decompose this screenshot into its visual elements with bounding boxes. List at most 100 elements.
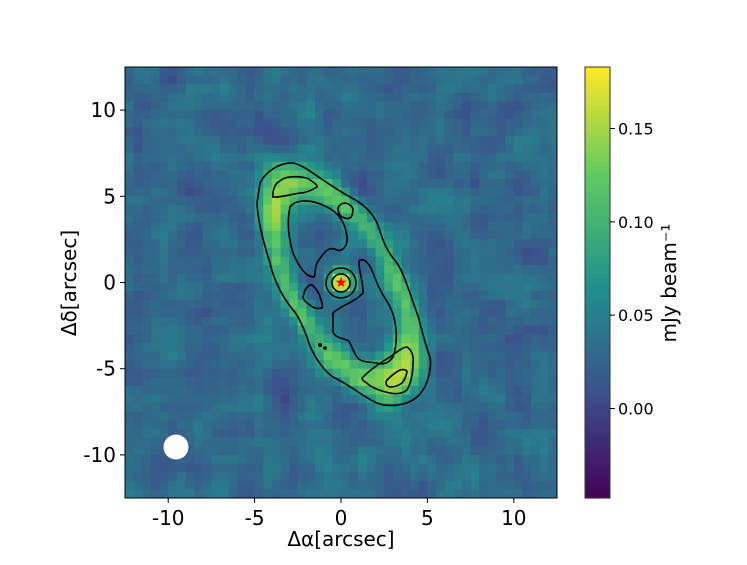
colorbar-segment: [585, 407, 610, 413]
map-pixel: [168, 334, 178, 344]
map-pixel: [366, 248, 377, 258]
map-pixel: [349, 222, 359, 232]
map-pixel: [133, 135, 143, 146]
map-pixel: [220, 187, 230, 197]
map-pixel: [461, 84, 472, 94]
map-pixel: [280, 351, 290, 361]
map-pixel: [125, 118, 135, 128]
map-pixel: [366, 161, 377, 172]
map-pixel: [548, 463, 557, 473]
map-pixel: [548, 222, 557, 232]
map-pixel: [202, 291, 212, 301]
map-pixel: [202, 179, 212, 189]
map-pixel: [176, 144, 187, 154]
map-pixel: [142, 394, 152, 404]
map-pixel: [522, 230, 532, 240]
colorbar-tick-label: 0.05: [618, 306, 654, 325]
map-pixel: [280, 135, 290, 146]
map-pixel: [125, 489, 135, 498]
map-pixel: [531, 161, 541, 172]
map-pixel: [479, 213, 489, 223]
map-pixel: [539, 334, 549, 344]
colorbar-segment: [585, 79, 610, 85]
map-pixel: [159, 153, 169, 163]
map-pixel: [315, 334, 325, 344]
map-pixel: [461, 420, 472, 430]
map-pixel: [366, 135, 377, 146]
map-pixel: [496, 110, 506, 120]
map-pixel: [297, 230, 308, 240]
map-pixel: [341, 222, 351, 232]
map-pixel: [315, 67, 325, 77]
map-pixel: [228, 101, 238, 111]
map-pixel: [280, 437, 290, 447]
map-pixel: [237, 248, 247, 258]
map-pixel: [125, 454, 135, 465]
map-pixel: [453, 187, 463, 197]
map-pixel: [522, 92, 532, 103]
map-pixel: [254, 385, 264, 396]
map-pixel: [349, 118, 359, 128]
map-pixel: [470, 454, 480, 465]
map-pixel: [237, 101, 247, 111]
map-pixel: [263, 248, 273, 258]
map-pixel: [211, 420, 221, 430]
map-pixel: [176, 420, 187, 430]
map-pixel: [245, 368, 256, 378]
map-pixel: [375, 437, 385, 447]
map-pixel: [220, 161, 230, 172]
map-pixel: [384, 153, 394, 163]
map-pixel: [332, 265, 342, 275]
map-pixel: [436, 282, 446, 292]
map-pixel: [513, 273, 524, 284]
map-pixel: [470, 170, 480, 180]
map-pixel: [392, 334, 403, 344]
map-pixel: [168, 411, 178, 422]
map-pixel: [548, 368, 557, 378]
map-pixel: [315, 411, 325, 422]
map-pixel: [341, 265, 351, 275]
map-pixel: [539, 213, 549, 223]
map-pixel: [401, 265, 411, 275]
map-pixel: [401, 377, 411, 387]
map-pixel: [263, 118, 273, 128]
map-pixel: [289, 437, 299, 447]
map-pixel: [194, 446, 204, 456]
map-pixel: [220, 360, 230, 370]
map-pixel: [505, 454, 515, 465]
map-pixel: [332, 351, 342, 361]
map-pixel: [427, 144, 437, 154]
map-pixel: [176, 179, 187, 189]
map-pixel: [202, 118, 212, 128]
map-pixel: [237, 118, 247, 128]
map-pixel: [185, 239, 195, 249]
map-pixel: [332, 334, 342, 344]
map-pixel: [315, 179, 325, 189]
map-pixel: [211, 161, 221, 172]
colorbar-segment: [585, 321, 610, 327]
map-pixel: [531, 230, 541, 240]
map-pixel: [150, 161, 161, 172]
map-pixel: [401, 222, 411, 232]
map-pixel: [539, 360, 549, 370]
map-pixel: [366, 273, 377, 284]
map-pixel: [470, 179, 480, 189]
map-pixel: [289, 489, 299, 498]
map-pixel: [211, 75, 221, 85]
map-pixel: [470, 385, 480, 396]
map-pixel: [185, 135, 195, 146]
map-pixel: [548, 411, 557, 422]
map-pixel: [522, 84, 532, 94]
map-pixel: [505, 118, 515, 128]
colorbar-segment: [585, 256, 610, 262]
map-pixel: [185, 213, 195, 223]
map-pixel: [453, 101, 463, 111]
map-pixel: [306, 446, 316, 456]
map-pixel: [159, 170, 169, 180]
map-pixel: [245, 127, 256, 137]
map-pixel: [306, 299, 316, 309]
map-pixel: [323, 385, 333, 396]
map-pixel: [168, 153, 178, 163]
map-pixel: [513, 463, 524, 473]
map-pixel: [142, 472, 152, 482]
